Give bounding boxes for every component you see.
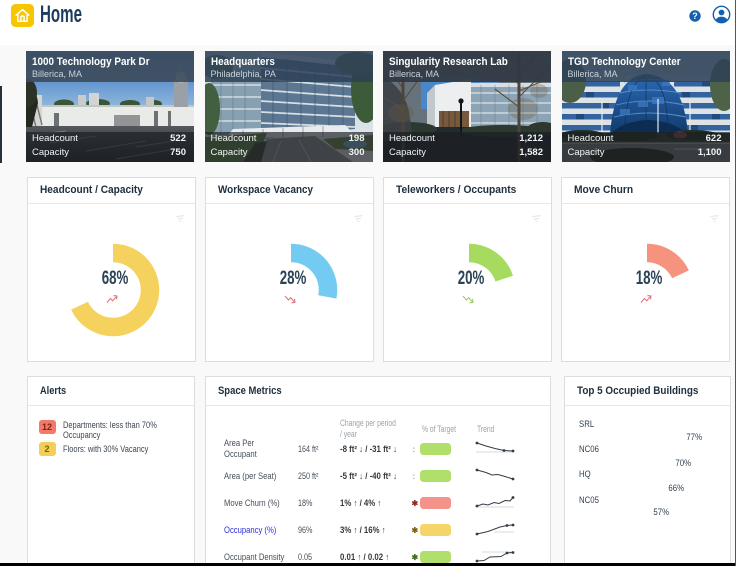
svg-text:?: ? [692, 11, 698, 21]
